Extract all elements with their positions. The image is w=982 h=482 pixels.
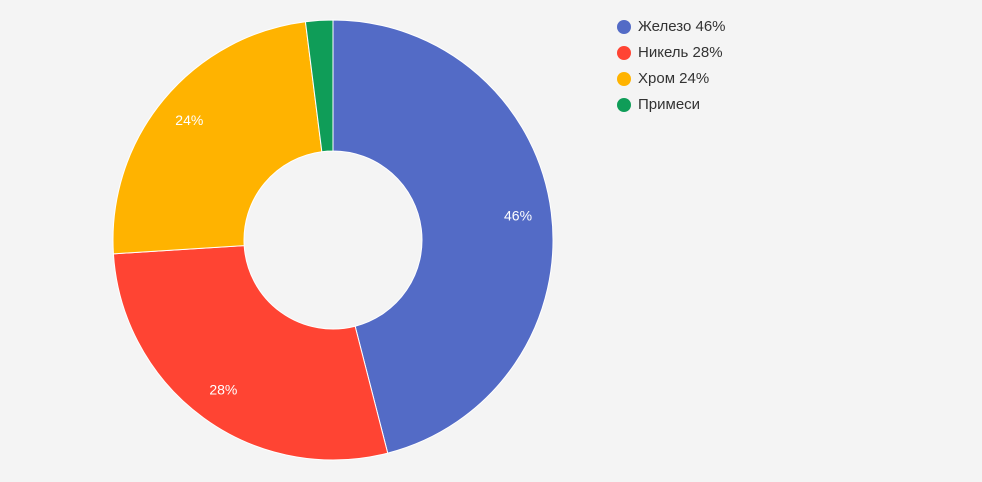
legend-label-iron: Железо 46%	[638, 18, 726, 35]
donut-slices	[112, 19, 554, 461]
legend-swatch-impurities	[617, 98, 631, 112]
legend-label-nickel: Никель 28%	[638, 44, 723, 61]
legend-item-chromium[interactable]: Хром 24%	[617, 70, 709, 87]
slice-iron[interactable]	[332, 19, 554, 454]
slice-impurities[interactable]	[304, 19, 334, 153]
slice-chromium[interactable]	[112, 21, 323, 255]
legend-item-iron[interactable]: Железо 46%	[617, 18, 726, 35]
legend-swatch-chromium	[617, 72, 631, 86]
slice-label-chromium: 24%	[175, 112, 203, 128]
slice-label-iron: 46%	[504, 207, 532, 223]
legend-label-chromium: Хром 24%	[638, 70, 709, 87]
legend-label-impurities: Примеси	[638, 96, 700, 113]
legend-swatch-iron	[617, 20, 631, 34]
slice-label-nickel: 28%	[209, 382, 237, 398]
legend-item-nickel[interactable]: Никель 28%	[617, 44, 723, 61]
legend-swatch-nickel	[617, 46, 631, 60]
legend-item-impurities[interactable]: Примеси	[617, 96, 700, 113]
slice-nickel[interactable]	[112, 245, 389, 461]
donut-slice-labels: 46% 28% 24%	[175, 112, 532, 398]
chart-legend: Железо 46% Никель 28% Хром 24% Примеси	[617, 18, 726, 113]
